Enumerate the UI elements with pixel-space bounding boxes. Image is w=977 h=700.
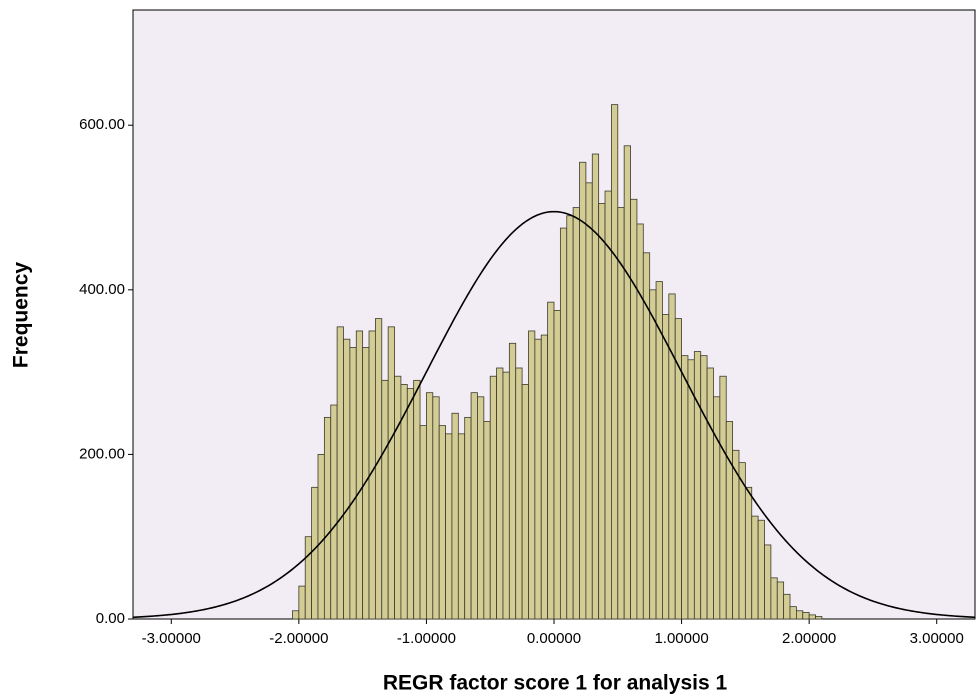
bar [725, 421, 734, 620]
x-tick-label: -1.00000 [397, 630, 456, 647]
bar [355, 330, 364, 620]
bar [783, 593, 791, 620]
bar [540, 334, 549, 620]
bar [617, 207, 625, 620]
bar [451, 412, 459, 620]
bar [572, 207, 580, 620]
bar [464, 416, 472, 620]
bar [687, 359, 695, 620]
bar [438, 425, 446, 620]
x-tick-label: 0.00000 [527, 630, 581, 647]
bar [598, 202, 606, 620]
bar [706, 367, 714, 620]
bar [311, 486, 319, 620]
bar [808, 614, 816, 620]
bar [457, 433, 466, 620]
bar [636, 223, 644, 620]
bar [795, 610, 804, 620]
bar [445, 433, 453, 620]
bar [764, 544, 772, 620]
bar [470, 392, 478, 620]
x-tick-label: 2.00000 [782, 630, 836, 647]
y-tick-label: 400.00 [79, 281, 125, 298]
bar [304, 536, 313, 620]
bar [693, 351, 702, 620]
x-tick-label: -2.00000 [269, 630, 328, 647]
bar [508, 342, 517, 620]
bar [559, 227, 568, 620]
bar [387, 326, 395, 620]
normal-curve [132, 210, 976, 619]
bar [374, 318, 383, 620]
y-tick-label: 0.00 [96, 610, 125, 627]
bar [591, 153, 600, 620]
bar [668, 293, 676, 620]
bar [649, 289, 657, 620]
bar [815, 616, 823, 620]
x-tick-label: 3.00000 [910, 630, 964, 647]
bar [662, 314, 670, 620]
bar [336, 326, 344, 620]
bar [776, 581, 785, 620]
bar [521, 384, 529, 620]
bar [381, 379, 389, 620]
bar [477, 396, 485, 620]
y-axis-title: Frequency [10, 262, 33, 369]
bar [502, 371, 510, 620]
bar [394, 375, 402, 620]
y-tick-label: 200.00 [79, 445, 125, 462]
bar [534, 338, 542, 620]
bar [674, 318, 682, 620]
y-tick-label: 600.00 [79, 116, 125, 133]
bar [547, 301, 555, 620]
bar [642, 252, 651, 620]
bar [744, 486, 753, 620]
bar [789, 606, 797, 620]
bar [406, 388, 415, 620]
bar [292, 610, 300, 620]
x-tick-label: -3.00000 [142, 630, 201, 647]
bar [489, 375, 497, 620]
bar [317, 454, 325, 620]
bar [681, 355, 689, 620]
bar [623, 145, 631, 620]
bar [413, 379, 421, 620]
bar [585, 182, 593, 620]
bar [553, 309, 561, 620]
bar [483, 421, 491, 620]
bar [802, 612, 810, 620]
bar [579, 161, 587, 620]
bar [298, 585, 306, 620]
bar [343, 338, 351, 620]
bar [611, 104, 619, 620]
bar [323, 416, 332, 620]
bar [757, 519, 765, 620]
bar [719, 375, 727, 620]
bar [604, 190, 612, 620]
bar [770, 577, 778, 620]
bar [426, 392, 434, 620]
bar [528, 330, 536, 620]
bar [419, 425, 427, 620]
bar [713, 396, 721, 620]
bar [349, 347, 357, 620]
x-axis-title: REGR factor score 1 for analysis 1 [383, 672, 728, 695]
x-tick-label: 1.00000 [654, 630, 708, 647]
bar [515, 367, 523, 620]
bar [566, 215, 574, 620]
bar [700, 355, 708, 620]
bar [432, 396, 440, 620]
bar [330, 404, 338, 620]
bar [630, 198, 638, 620]
bar [496, 367, 504, 620]
bar [751, 515, 759, 620]
